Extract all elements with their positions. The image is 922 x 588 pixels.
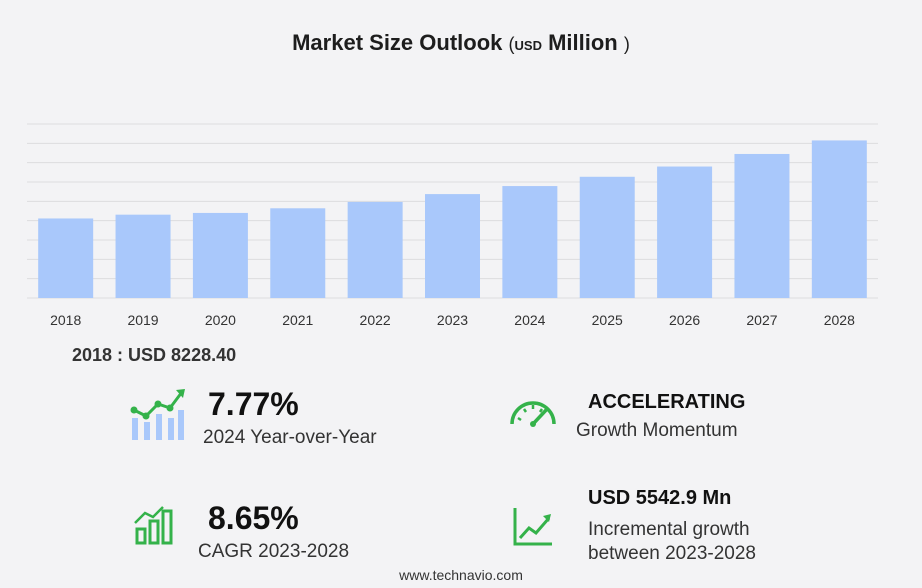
momentum-value: ACCELERATING — [588, 391, 746, 413]
x-tick-label: 2018 — [50, 312, 81, 328]
x-tick-label: 2019 — [127, 312, 158, 328]
yoy-value: 7.77% — [208, 386, 299, 422]
bar-2021 — [270, 208, 326, 298]
bar-2022 — [347, 201, 403, 298]
x-tick-label: 2027 — [746, 312, 777, 328]
title-main: Market Size Outlook — [292, 30, 503, 55]
yoy-label: 2024 Year-over-Year — [203, 427, 377, 448]
x-tick-label: 2024 — [514, 312, 545, 328]
bar-2028 — [811, 140, 867, 298]
bar-2024 — [502, 186, 558, 298]
title-open-paren: ( — [508, 34, 515, 54]
bar-2026 — [657, 166, 713, 298]
cagr-label: CAGR 2023-2028 — [198, 541, 350, 562]
trend-line-icon — [513, 508, 552, 546]
x-tick-label: 2020 — [205, 312, 236, 328]
title-unit-small: USD — [514, 38, 542, 53]
x-tick-label: 2026 — [669, 312, 700, 328]
x-tick-label: 2028 — [824, 312, 855, 328]
speedometer-icon — [510, 401, 556, 427]
chart-title: Market Size Outlook (USD Million ) — [0, 30, 922, 56]
cagr-value: 8.65% — [208, 500, 299, 536]
title-close-paren: ) — [623, 34, 630, 54]
incremental-label-line2: between 2023-2028 — [588, 543, 756, 564]
footer-source: www.technavio.com — [399, 567, 523, 583]
x-tick-label: 2023 — [437, 312, 468, 328]
bar-2027 — [734, 153, 790, 298]
title-unit-big: Million — [548, 30, 618, 55]
bar-2023 — [425, 194, 480, 298]
bar-2019 — [115, 214, 171, 298]
base-year-value: 2018 : USD 8228.40 — [72, 345, 237, 365]
incremental-label-line1: Incremental growth — [588, 519, 750, 540]
bar-2025 — [579, 176, 635, 298]
bar-chart: 2018 2019 2020 2021 2022 2023 2024 2025 2026 2027… — [27, 123, 878, 328]
momentum-label: Growth Momentum — [576, 420, 738, 441]
x-tick-label: 2021 — [282, 312, 313, 328]
bar-2020 — [192, 212, 248, 298]
x-tick-label: 2022 — [360, 312, 391, 328]
incremental-value: USD 5542.9 Mn — [588, 487, 732, 509]
x-tick-label: 2025 — [592, 312, 623, 328]
bar-chart-icon — [134, 506, 173, 545]
growth-chart-icon — [130, 389, 185, 440]
bar-2018 — [38, 218, 94, 298]
